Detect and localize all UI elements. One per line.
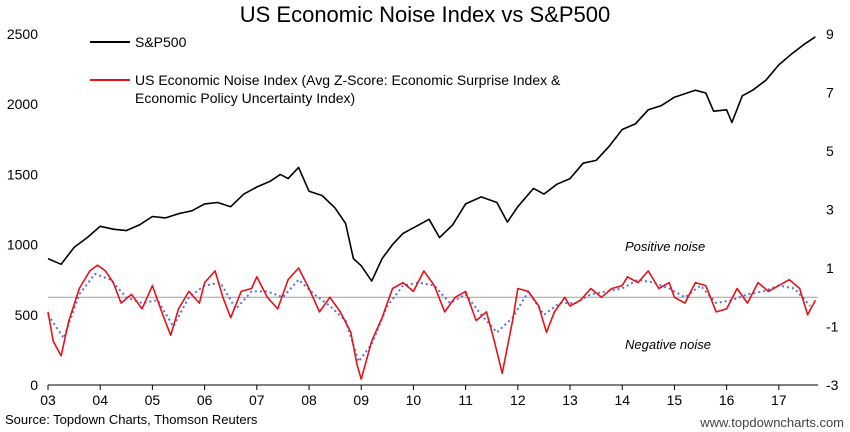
x-tick-label: 14 — [614, 392, 630, 408]
x-axis: 03 04 05 06 07 08 09 10 11 12 13 14 15 16 17 — [40, 385, 787, 408]
x-tick-label: 16 — [719, 392, 735, 408]
x-tick-label: 04 — [92, 392, 108, 408]
series-line-noise-index — [47, 264, 817, 380]
y-left-tick-label: 2500 — [7, 26, 38, 42]
y-left-tick-label: 2000 — [7, 96, 38, 112]
legend: S&P500 US Economic Noise Index (Avg Z-Sc… — [90, 34, 564, 106]
x-tick-label: 11 — [458, 392, 473, 408]
watermark: www.topdowncharts.com — [699, 415, 844, 430]
x-tick-label: 15 — [667, 392, 683, 408]
y-left-tick-label: 1500 — [7, 166, 38, 182]
annotation-negative-noise: Negative noise — [625, 337, 711, 352]
chart-title: US Economic Noise Index vs S&P500 — [240, 2, 611, 27]
x-tick-label: 07 — [249, 392, 265, 408]
y-right-tick-label: -3 — [826, 377, 839, 393]
source-note: Source: Topdown Charts, Thomson Reuters — [5, 412, 258, 427]
series-layer — [47, 36, 817, 380]
x-tick-label: 06 — [197, 392, 213, 408]
y-right-tick-label: 9 — [826, 26, 834, 42]
x-tick-label: 13 — [562, 392, 578, 408]
y-axis-right: -3 -1 1 3 5 7 9 — [826, 26, 839, 393]
y-right-tick-label: 7 — [826, 85, 834, 101]
x-tick-label: 17 — [771, 392, 787, 408]
legend-label-noise-index-line1: US Economic Noise Index (Avg Z-Score: Ec… — [135, 72, 561, 88]
y-axis-left: 0 500 1000 1500 2000 2500 — [7, 26, 38, 393]
series-line-noise-index-smoothed — [47, 272, 811, 363]
y-left-tick-label: 1000 — [7, 237, 38, 253]
legend-label-sp500: S&P500 — [135, 34, 187, 50]
x-tick-label: 05 — [145, 392, 161, 408]
annotation-positive-noise: Positive noise — [625, 239, 705, 254]
legend-label-noise-index-line2: Economic Policy Uncertainty Index) — [135, 90, 355, 106]
y-left-tick-label: 500 — [15, 307, 39, 323]
x-tick-label: 12 — [510, 392, 526, 408]
x-tick-label: 08 — [301, 392, 317, 408]
series-line-sp500 — [47, 36, 816, 282]
y-right-tick-label: 5 — [826, 143, 834, 159]
y-right-tick-label: 1 — [826, 260, 834, 276]
legend-label-noise-index: US Economic Noise Index (Avg Z-Score: Ec… — [135, 72, 564, 106]
x-tick-label: 03 — [40, 392, 56, 408]
x-tick-label: 09 — [353, 392, 369, 408]
y-right-tick-label: -1 — [826, 319, 839, 335]
x-tick-label: 10 — [406, 392, 422, 408]
y-left-tick-label: 0 — [30, 377, 38, 393]
y-right-tick-label: 3 — [826, 202, 834, 218]
